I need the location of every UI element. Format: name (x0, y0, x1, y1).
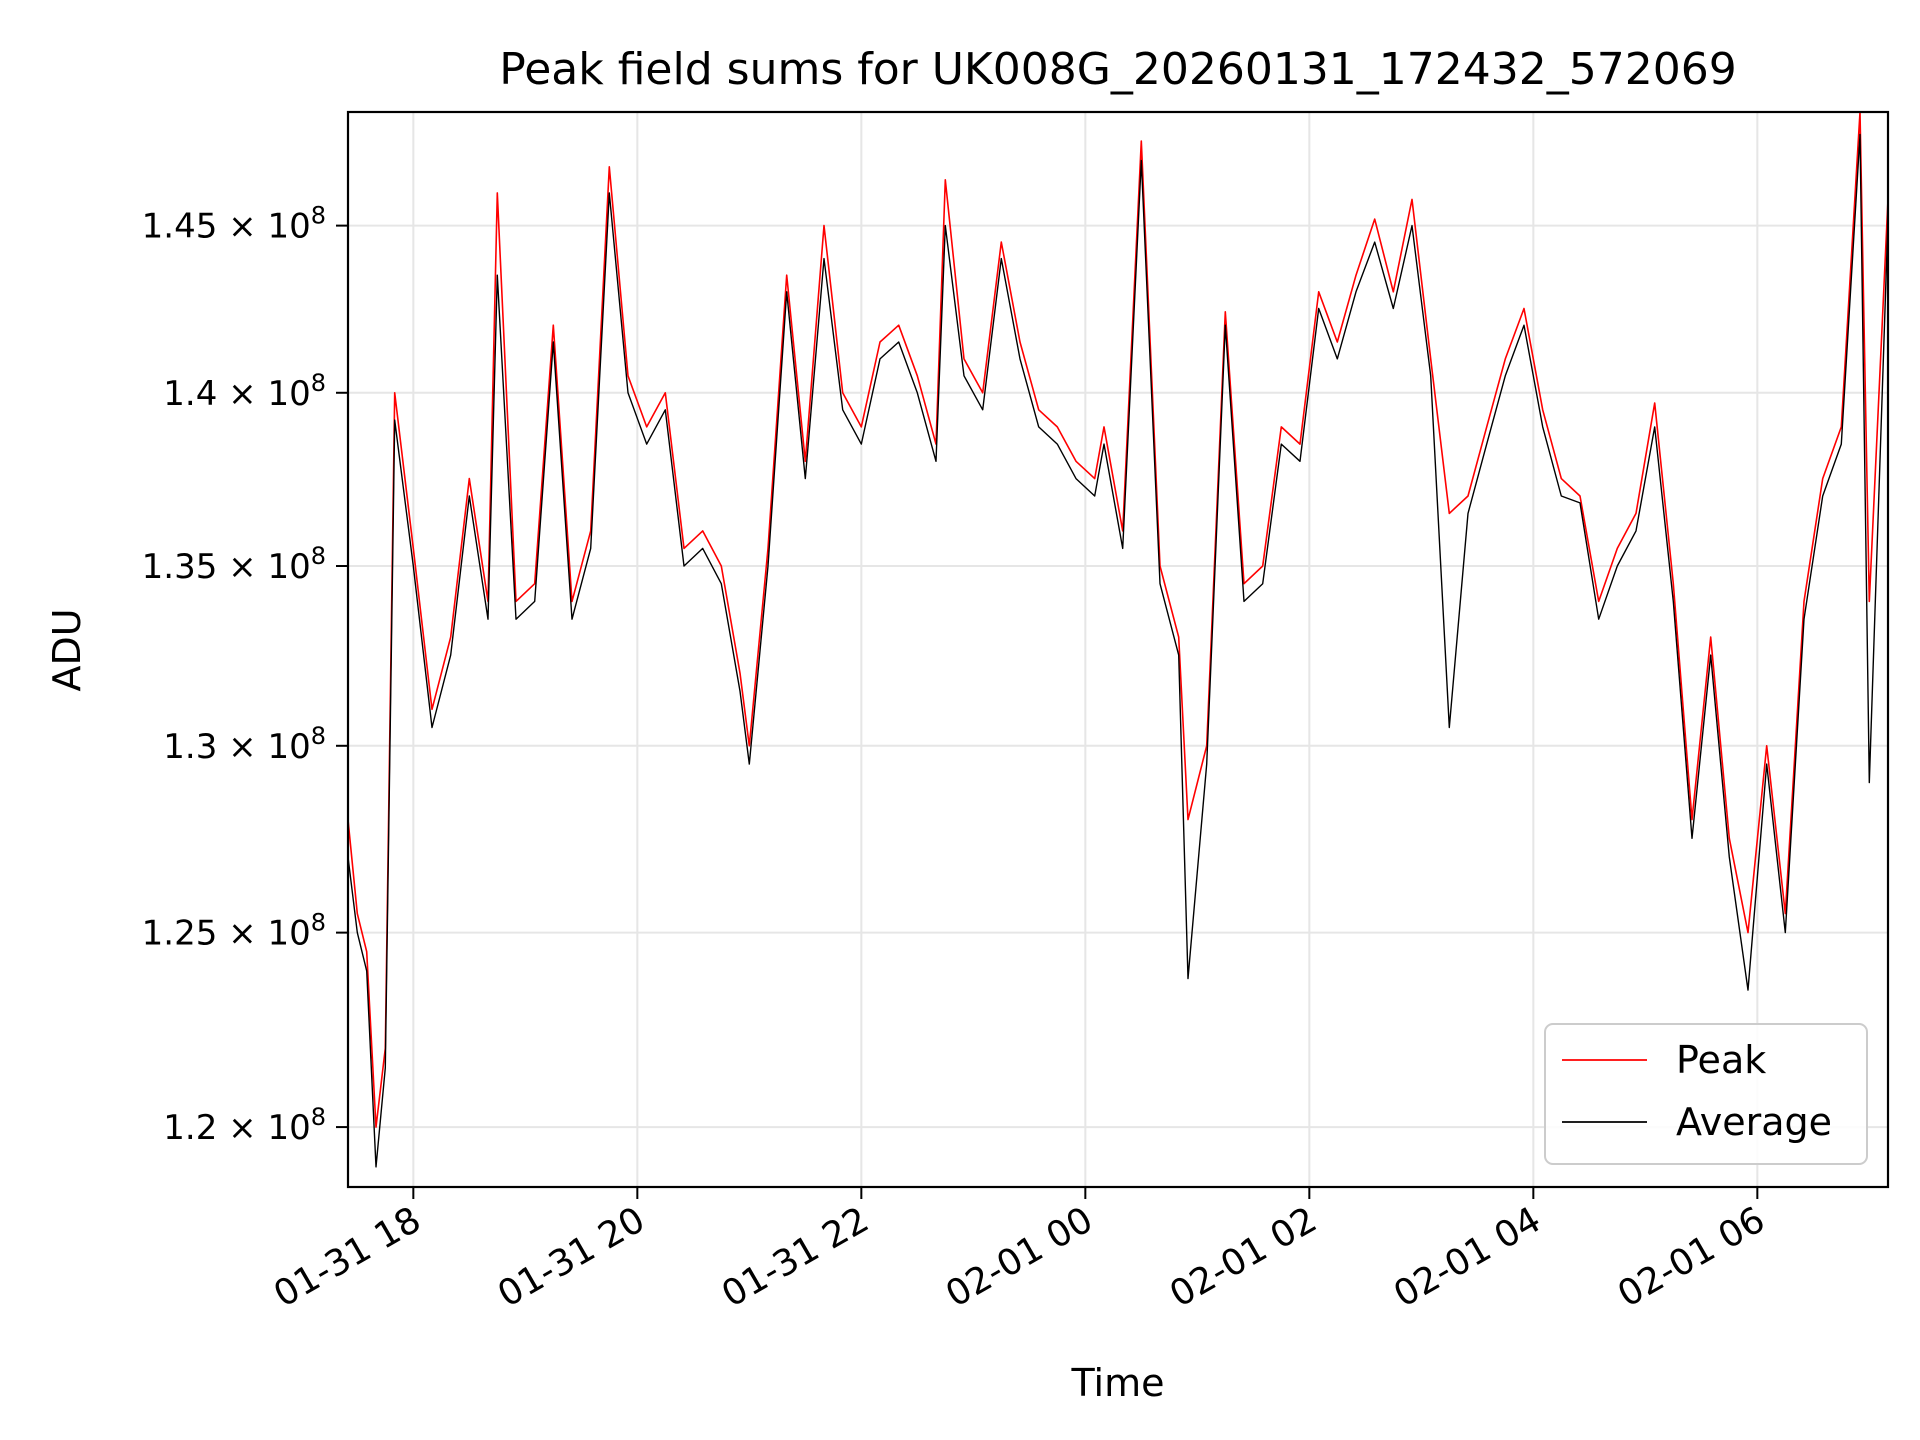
y-axis-label: ADU (45, 608, 89, 691)
y-tick-exponent: 8 (311, 542, 326, 570)
y-tick-label: 1.3 × 108 (163, 722, 326, 767)
series-lines (347, 111, 1889, 1168)
y-tick-mantissa: 1.4 (163, 374, 217, 414)
y-tick-mantissa: 1.25 (142, 914, 218, 954)
series-line-peak (347, 111, 1889, 1128)
grid (348, 112, 1888, 1187)
y-tick-exponent: 8 (311, 722, 326, 750)
y-tick-label: 1.25 × 108 (142, 909, 326, 954)
legend-average-label: Average (1676, 1100, 1832, 1144)
y-tick-times: × 10 (217, 374, 310, 414)
series-line-average (347, 133, 1889, 1168)
legend: Peak Average (1544, 1023, 1868, 1165)
y-tick-exponent: 8 (311, 202, 326, 230)
legend-peak-label: Peak (1676, 1038, 1766, 1082)
y-tick-exponent: 8 (311, 1103, 326, 1131)
plot-frame (346, 110, 1890, 1189)
y-tick-times: × 10 (217, 547, 310, 587)
y-tick-mantissa: 1.3 (163, 727, 217, 767)
y-tick-label: 1.35 × 108 (142, 542, 326, 587)
legend-box (1544, 1023, 1868, 1165)
y-tick-label: 1.45 × 108 (142, 202, 326, 247)
y-tick-exponent: 8 (311, 369, 326, 397)
x-axis-label: Time (1071, 1361, 1165, 1405)
y-tick-label: 1.4 × 108 (163, 369, 326, 414)
y-tick-times: × 10 (217, 1108, 310, 1148)
y-tick-times: × 10 (217, 914, 310, 954)
y-tick-times: × 10 (217, 727, 310, 767)
y-tick-times: × 10 (217, 207, 310, 247)
y-tick-mantissa: 1.2 (163, 1108, 217, 1148)
y-tick-mantissa: 1.35 (142, 547, 218, 587)
y-tick-exponent: 8 (311, 909, 326, 937)
y-tick-label: 1.2 × 108 (163, 1103, 326, 1148)
chart-title: Peak field sums for UK008G_20260131_1724… (499, 44, 1736, 95)
y-tick-mantissa: 1.45 (142, 207, 218, 247)
